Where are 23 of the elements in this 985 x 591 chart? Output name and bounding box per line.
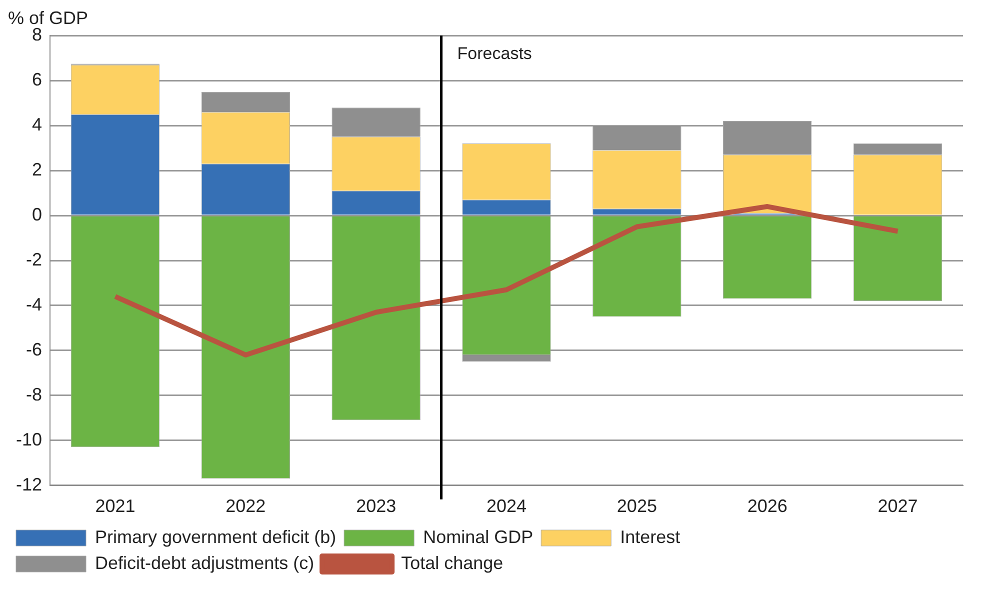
x-tick-label: 2023	[356, 496, 396, 516]
x-tick-label: 2026	[747, 496, 788, 516]
y-tick-label: -2	[26, 249, 42, 270]
ref-line-label: Forecasts	[457, 44, 532, 63]
legend-label: Primary government deficit (b)	[95, 526, 336, 547]
y-tick-label: 0	[32, 204, 42, 224]
legend-label: Total change	[401, 552, 504, 573]
x-tick-label: 2022	[226, 496, 266, 516]
x-tick-label: 2027	[878, 496, 918, 516]
legend-label: Deficit-debt adjustments (c)	[95, 552, 314, 573]
y-tick-label: -8	[26, 384, 42, 404]
y-tick-label: 2	[32, 160, 42, 180]
x-tick-label: 2024	[486, 496, 527, 516]
legend-label: Nominal GDP	[423, 526, 534, 547]
x-tick-label: 2025	[616, 496, 657, 516]
y-tick-label: -10	[16, 429, 42, 450]
y-tick-label: 6	[32, 70, 42, 90]
legend-label: Interest	[620, 526, 680, 547]
y-tick-label: -4	[26, 294, 42, 314]
x-tick-label: 2021	[95, 496, 136, 516]
y-tick-label: -12	[16, 474, 42, 494]
y-tick-label: 4	[32, 114, 42, 135]
y-tick-label: -6	[26, 339, 42, 360]
